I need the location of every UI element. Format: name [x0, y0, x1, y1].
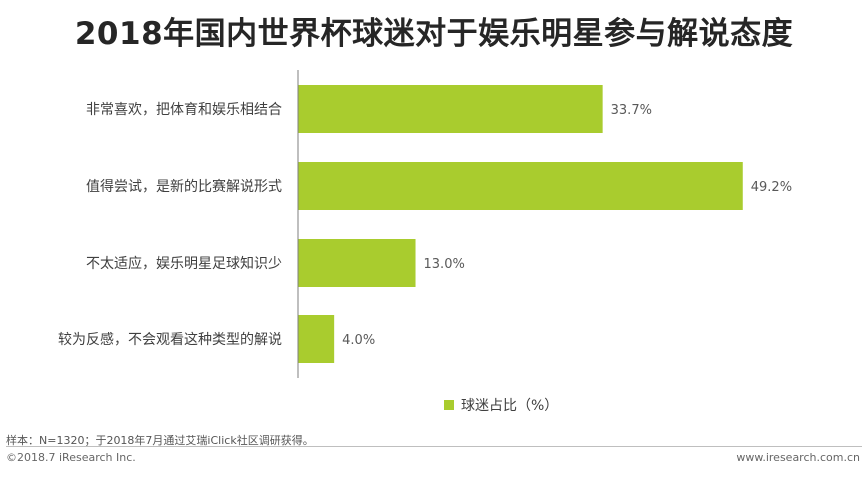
- bar-4: [298, 315, 335, 363]
- legend: 球迷占比（%）: [444, 398, 558, 414]
- bar-3: [298, 239, 416, 287]
- legend-swatch: [444, 400, 454, 410]
- footer-divider: [6, 446, 862, 447]
- copyright-text: ©2018.7 iResearch Inc.: [6, 451, 136, 464]
- chart-title: 2018年国内世界杯球迷对于娱乐明星参与解说态度: [74, 16, 794, 52]
- bar-1: [298, 85, 603, 133]
- bar-chart: 非常喜欢，把体育和娱乐相结合 33.7% 值得尝试，是新的比赛解说形式 49.2% 不太…: [58, 70, 792, 414]
- bars-layer: 非常喜欢，把体育和娱乐相结合 33.7% 值得尝试，是新的比赛解说形式 49.2% 不太…: [58, 85, 792, 363]
- value-label-4: 4.0%: [342, 333, 375, 348]
- sample-note: 样本：N=1320；于2018年7月通过艾瑞iClick社区调研获得。: [6, 434, 314, 447]
- value-label-3: 13.0%: [424, 257, 465, 272]
- category-label-1: 非常喜欢，把体育和娱乐相结合: [86, 102, 282, 118]
- category-label-2: 值得尝试，是新的比赛解说形式: [86, 178, 282, 195]
- bar-2: [298, 162, 743, 210]
- value-label-2: 49.2%: [751, 180, 792, 195]
- category-label-4: 较为反感，不会观看这种类型的解说: [58, 331, 282, 348]
- category-label-3: 不太适应，娱乐明星足球知识少: [86, 255, 282, 272]
- website-text: www.iresearch.com.cn: [736, 451, 860, 464]
- legend-label: 球迷占比（%）: [461, 398, 558, 414]
- value-label-1: 33.7%: [611, 103, 652, 118]
